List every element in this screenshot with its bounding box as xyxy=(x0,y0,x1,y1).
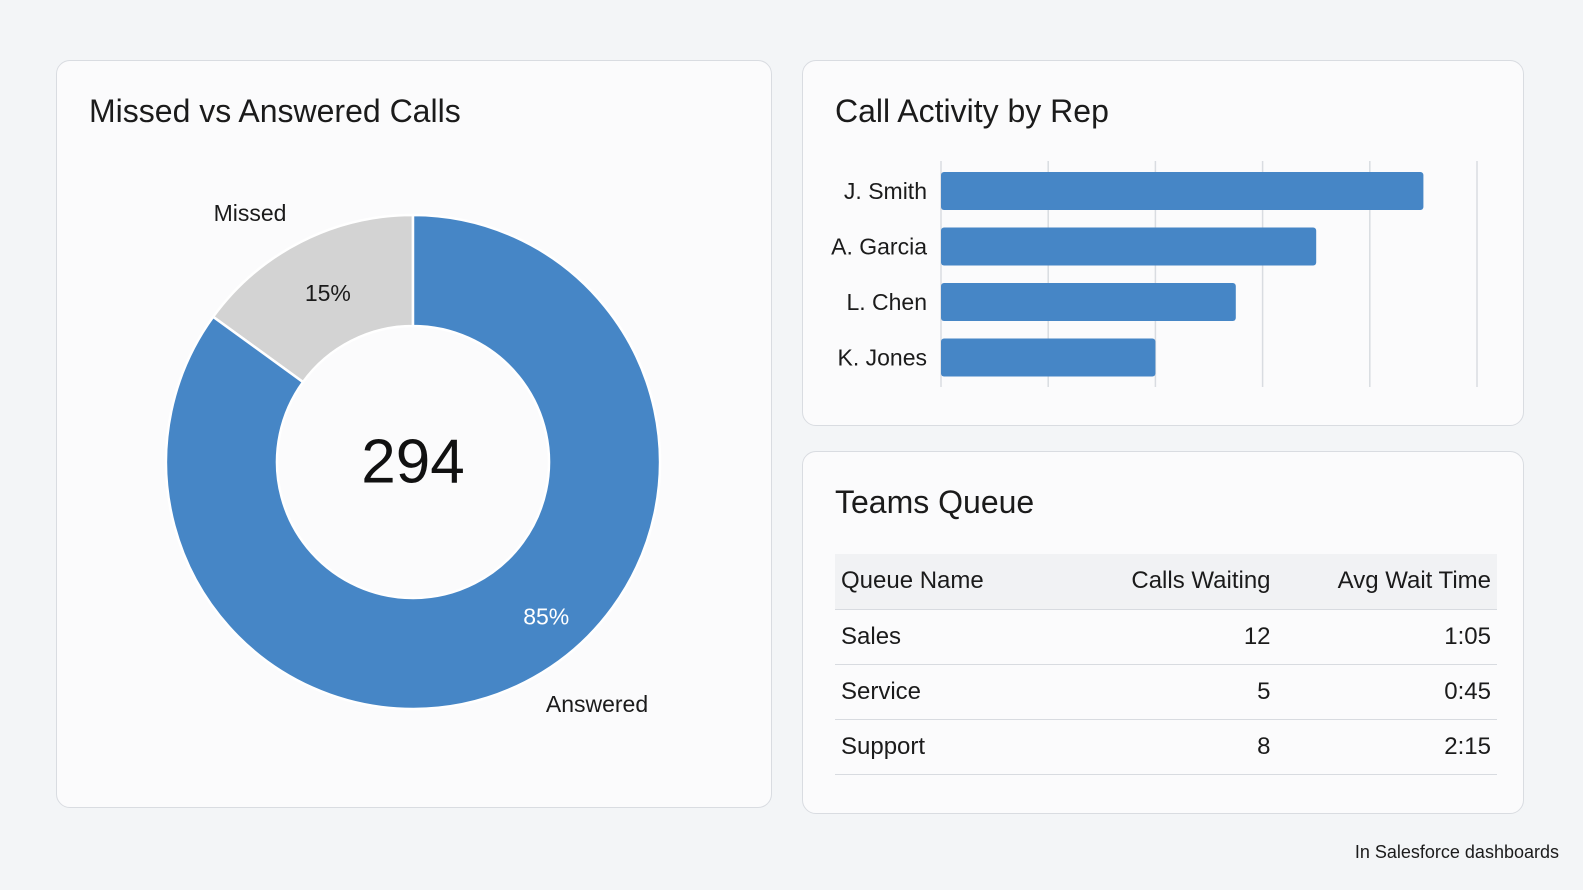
rep-bar[interactable] xyxy=(941,227,1317,266)
rep-name-label: K. Jones xyxy=(838,345,928,371)
table-row[interactable]: Sales 12 1:05 xyxy=(835,609,1497,665)
missed-category-label: Missed xyxy=(214,200,287,226)
rep-name-label: L. Chen xyxy=(846,289,927,315)
avg-wait-time-cell: 1:05 xyxy=(1276,609,1497,665)
queue-name-cell: Support xyxy=(835,719,1075,775)
column-header-calls-waiting[interactable]: Calls Waiting xyxy=(1075,554,1277,610)
missed-vs-answered-card: Missed vs Answered Calls 15% 85% Missed Ans… xyxy=(56,60,772,808)
calls-waiting-cell: 8 xyxy=(1075,719,1277,775)
queue-card-title: Teams Queue xyxy=(835,484,1035,520)
rep-name-label: J. Smith xyxy=(844,178,927,204)
column-header-queue-name[interactable]: Queue Name xyxy=(835,554,1075,610)
total-calls-center-label: 294 xyxy=(361,428,464,497)
calls-waiting-cell: 12 xyxy=(1075,609,1277,665)
table-row[interactable]: Service 5 0:45 xyxy=(835,664,1497,720)
avg-wait-time-cell: 0:45 xyxy=(1276,664,1497,720)
footer-caption: In Salesforce dashboards xyxy=(1354,842,1559,862)
queue-table-header-row: Queue Name Calls Waiting Avg Wait Time xyxy=(835,554,1497,610)
queue-table: Queue Name Calls Waiting Avg Wait Time S… xyxy=(835,554,1497,775)
queue-name-cell: Sales xyxy=(835,609,1075,665)
call-activity-bar-chart: J. Smith A. Garcia L. Chen K. Jones xyxy=(831,161,1478,387)
answered-category-label: Answered xyxy=(546,691,648,717)
teams-queue-card: Teams Queue Queue Name Calls Waiting Avg… xyxy=(802,451,1524,814)
missed-vs-answered-donut-chart: 15% 85% Missed Answered 294 xyxy=(164,200,662,717)
answered-slice[interactable] xyxy=(164,213,662,711)
donut-card-title: Missed vs Answered Calls xyxy=(89,93,461,129)
rep-bar[interactable] xyxy=(941,338,1156,377)
table-row[interactable]: Support 8 2:15 xyxy=(835,719,1497,775)
avg-wait-time-cell: 2:15 xyxy=(1276,719,1497,775)
queue-name-cell: Service xyxy=(835,664,1075,720)
column-header-avg-wait-time[interactable]: Avg Wait Time xyxy=(1276,554,1497,610)
call-activity-card: Call Activity by Rep J. Smith A. Garcia L.… xyxy=(802,60,1524,426)
rep-name-label: A. Garcia xyxy=(831,234,927,260)
missed-percent-label: 15% xyxy=(305,280,351,306)
rep-bar[interactable] xyxy=(941,283,1236,321)
bars-card-title: Call Activity by Rep xyxy=(835,93,1109,129)
answered-percent-label: 85% xyxy=(523,604,569,630)
rep-bar[interactable] xyxy=(941,172,1424,210)
calls-waiting-cell: 5 xyxy=(1075,664,1277,720)
